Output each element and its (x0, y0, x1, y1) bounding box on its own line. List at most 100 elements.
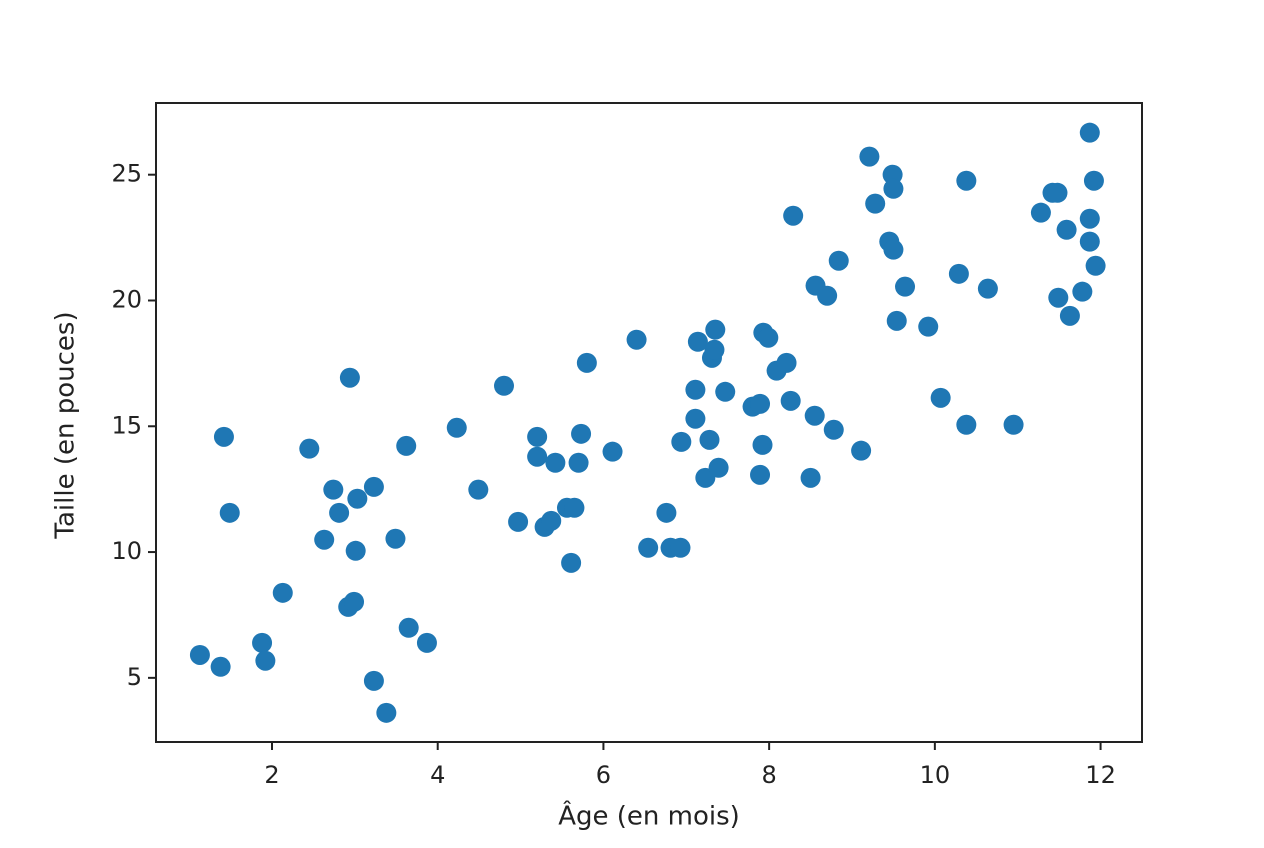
point (602, 441, 623, 462)
point (527, 426, 548, 447)
y-tick-label: 5 (127, 663, 142, 691)
point (255, 650, 276, 671)
point (376, 702, 397, 723)
point (859, 146, 880, 167)
point (363, 476, 384, 497)
point (339, 367, 360, 388)
point (956, 170, 977, 191)
point (685, 379, 706, 400)
plot-frame (155, 102, 1143, 743)
point (564, 497, 585, 518)
point (396, 435, 417, 456)
point (561, 552, 582, 573)
x-tick-label: 4 (430, 761, 445, 789)
point (780, 390, 801, 411)
point (699, 429, 720, 450)
point (446, 417, 467, 438)
point (671, 431, 692, 452)
point (804, 405, 825, 426)
point (886, 310, 907, 331)
point (956, 414, 977, 435)
point (704, 339, 725, 360)
y-tick-label: 20 (111, 285, 142, 313)
point (363, 670, 384, 691)
point (817, 285, 838, 306)
point (895, 276, 916, 297)
point (656, 502, 677, 523)
point (527, 446, 548, 467)
point (468, 479, 489, 500)
point (1072, 281, 1093, 302)
point (568, 452, 589, 473)
point (416, 632, 437, 653)
point (883, 178, 904, 199)
point (670, 537, 691, 558)
point (750, 393, 771, 414)
x-tick-label: 8 (762, 761, 777, 789)
point (219, 502, 240, 523)
point (1003, 414, 1024, 435)
point (930, 387, 951, 408)
x-tick-label: 12 (1085, 761, 1116, 789)
point (948, 263, 969, 284)
point (314, 529, 335, 550)
point (252, 632, 273, 653)
point (299, 438, 320, 459)
point (1079, 208, 1100, 229)
point (715, 381, 736, 402)
x-tick-label: 6 (596, 761, 611, 789)
point (323, 479, 344, 500)
point (213, 426, 234, 447)
point (347, 488, 368, 509)
point (776, 352, 797, 373)
point (752, 434, 773, 455)
point (800, 467, 821, 488)
point (398, 617, 419, 638)
x-tick-label: 10 (920, 761, 951, 789)
point (571, 423, 592, 444)
point (626, 329, 647, 350)
point (1083, 170, 1104, 191)
point (685, 408, 706, 429)
y-axis-label: Taille (en pouces) (51, 311, 81, 539)
point (385, 528, 406, 549)
point (865, 193, 886, 214)
y-tick-label: 15 (111, 411, 142, 439)
point (576, 352, 597, 373)
point (545, 452, 566, 473)
x-tick-label: 2 (264, 761, 279, 789)
point (851, 440, 872, 461)
point (1047, 182, 1068, 203)
point (1056, 219, 1077, 240)
point (708, 457, 729, 478)
point (1079, 231, 1100, 252)
point (1059, 305, 1080, 326)
point (189, 644, 210, 665)
y-tick-label: 25 (111, 160, 142, 188)
point (1085, 255, 1106, 276)
point (494, 375, 514, 396)
point (750, 464, 771, 485)
point (758, 327, 779, 348)
x-axis-label: Âge (en mois) (558, 800, 740, 832)
point (687, 331, 708, 352)
point (272, 582, 293, 603)
point (1048, 287, 1069, 308)
point (918, 316, 939, 337)
point (344, 591, 365, 612)
point (329, 502, 350, 523)
point (977, 278, 998, 299)
point (1030, 202, 1051, 223)
point (828, 250, 849, 271)
point (345, 540, 366, 561)
point (705, 319, 726, 340)
point (1079, 122, 1100, 143)
point (638, 537, 659, 558)
point (508, 511, 529, 532)
point (883, 239, 904, 260)
point (541, 510, 562, 531)
y-tick-label: 10 (111, 537, 142, 565)
point (210, 656, 231, 677)
point (783, 205, 804, 226)
